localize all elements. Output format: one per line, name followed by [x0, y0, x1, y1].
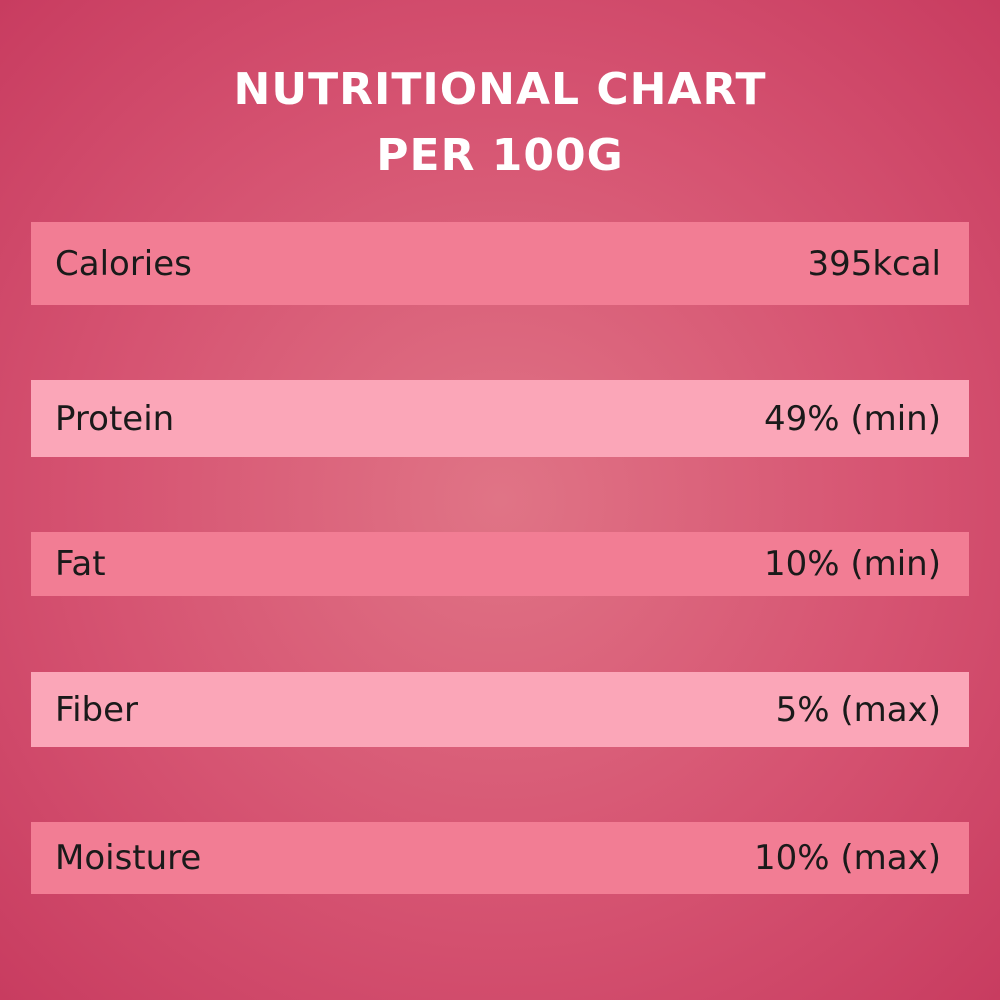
nutrient-value: 10% (max) [754, 838, 941, 878]
nutrient-value: 10% (min) [763, 544, 941, 584]
table-row: Fat 10% (min) [31, 532, 969, 596]
table-row: Protein 49% (min) [31, 380, 969, 457]
nutrient-name: Fat [55, 544, 106, 584]
nutrient-name: Calories [55, 243, 192, 284]
nutrient-name: Protein [55, 398, 175, 439]
nutrient-value: 5% (max) [775, 689, 941, 730]
table-row: Moisture 10% (max) [31, 822, 969, 894]
table-row: Calories 395kcal [31, 222, 969, 305]
title-line: PER 100G [376, 130, 624, 181]
title-line: NUTRITIONAL CHART [233, 64, 767, 115]
nutrient-value: 49% (min) [763, 398, 941, 439]
table-row: Fiber 5% (max) [31, 672, 969, 747]
nutrient-name: Fiber [55, 689, 139, 730]
nutrient-name: Moisture [55, 838, 202, 878]
nutrient-value: 395kcal [807, 243, 941, 284]
